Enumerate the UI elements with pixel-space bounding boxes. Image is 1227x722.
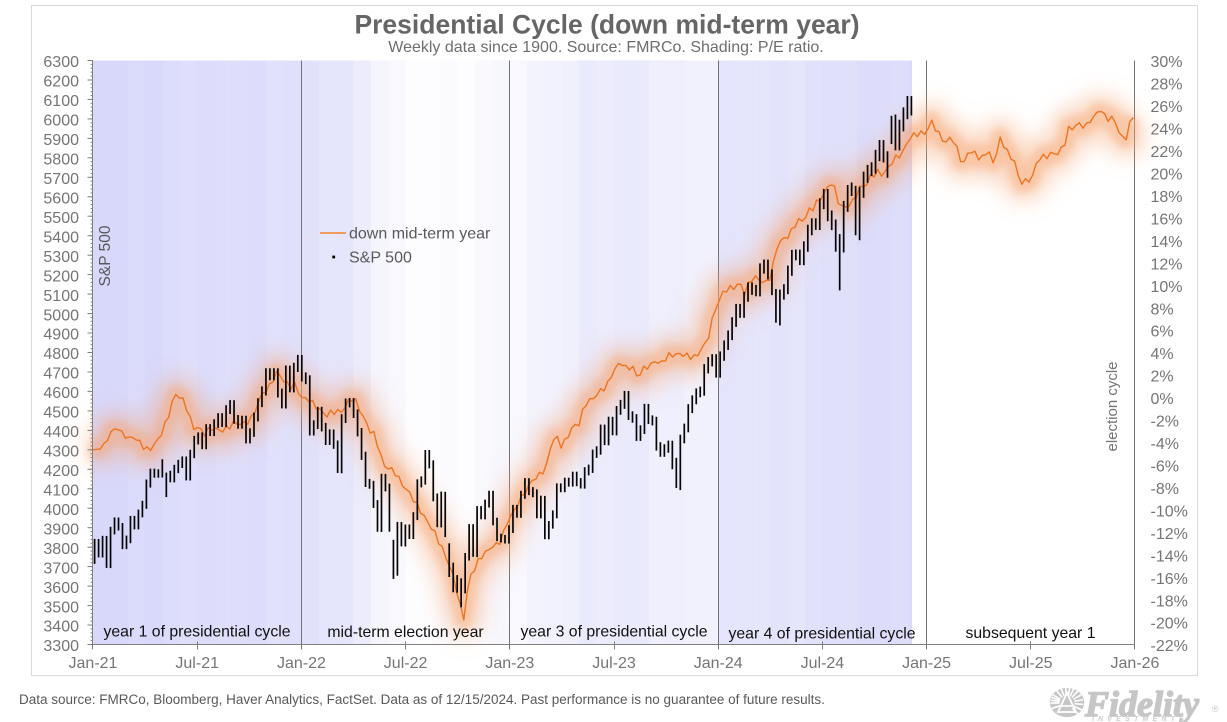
svg-text:30%: 30% [1151, 54, 1183, 71]
svg-text:5700: 5700 [43, 171, 79, 188]
svg-text:5500: 5500 [43, 210, 79, 227]
svg-text:5200: 5200 [43, 268, 79, 285]
svg-text:Jan-25: Jan-25 [902, 655, 951, 672]
svg-text:4100: 4100 [43, 483, 79, 500]
svg-text:3600: 3600 [43, 580, 79, 597]
svg-text:3300: 3300 [43, 638, 79, 655]
svg-text:5600: 5600 [43, 191, 79, 208]
svg-text:6%: 6% [1151, 324, 1174, 341]
svg-text:S&P 500: S&P 500 [349, 250, 412, 267]
svg-text:4500: 4500 [43, 405, 79, 422]
svg-text:24%: 24% [1151, 122, 1183, 139]
svg-text:-10%: -10% [1151, 503, 1188, 520]
svg-text:S&P 500: S&P 500 [97, 225, 114, 286]
svg-text:4300: 4300 [43, 444, 79, 461]
svg-text:Data source: FMRCo, Bloomberg,: Data source: FMRCo, Bloomberg, Haver Ana… [19, 692, 825, 707]
svg-text:-6%: -6% [1151, 459, 1179, 476]
svg-text:4%: 4% [1151, 346, 1174, 363]
svg-text:3400: 3400 [43, 619, 79, 636]
svg-text:6200: 6200 [43, 74, 79, 91]
svg-text:3700: 3700 [43, 560, 79, 577]
svg-text:®: ® [1212, 704, 1219, 714]
svg-text:Fidelity: Fidelity [1084, 684, 1200, 722]
svg-text:16%: 16% [1151, 211, 1183, 228]
svg-text:Weekly data since 1900. Source: Weekly data since 1900. Source: FMRCo. S… [388, 39, 823, 56]
svg-text:5000: 5000 [43, 307, 79, 324]
svg-text:8%: 8% [1151, 301, 1174, 318]
svg-text:2%: 2% [1151, 369, 1174, 386]
svg-text:year 4 of presidential cycle: year 4 of presidential cycle [728, 626, 915, 643]
svg-text:6000: 6000 [43, 113, 79, 130]
svg-text:4900: 4900 [43, 327, 79, 344]
svg-text:-12%: -12% [1151, 526, 1188, 543]
svg-text:26%: 26% [1151, 99, 1183, 116]
svg-text:4000: 4000 [43, 502, 79, 519]
svg-text:10%: 10% [1151, 279, 1183, 296]
svg-text:-4%: -4% [1151, 436, 1179, 453]
svg-text:4400: 4400 [43, 424, 79, 441]
svg-text:12%: 12% [1151, 256, 1183, 273]
svg-text:Jan-23: Jan-23 [485, 655, 534, 672]
svg-text:3500: 3500 [43, 599, 79, 616]
svg-text:INVESTMENTS: INVESTMENTS [1092, 716, 1188, 722]
svg-text:6300: 6300 [43, 54, 79, 71]
svg-text:0%: 0% [1151, 391, 1174, 408]
svg-text:-22%: -22% [1151, 638, 1188, 655]
svg-text:election cycle: election cycle [1104, 361, 1121, 451]
svg-text:Jul-22: Jul-22 [384, 655, 428, 672]
svg-text:down mid-term year: down mid-term year [349, 226, 491, 243]
svg-text:4600: 4600 [43, 385, 79, 402]
svg-text:Jan-24: Jan-24 [694, 655, 743, 672]
svg-text:6100: 6100 [43, 93, 79, 110]
svg-text:5800: 5800 [43, 152, 79, 169]
svg-text:-18%: -18% [1151, 593, 1188, 610]
svg-text:-16%: -16% [1151, 571, 1188, 588]
svg-text:Jan-26: Jan-26 [1111, 655, 1160, 672]
svg-text:Jan-22: Jan-22 [277, 655, 326, 672]
svg-text:3900: 3900 [43, 521, 79, 538]
svg-text:-20%: -20% [1151, 616, 1188, 633]
svg-text:Jul-25: Jul-25 [1009, 655, 1053, 672]
svg-text:4800: 4800 [43, 346, 79, 363]
svg-text:5900: 5900 [43, 132, 79, 149]
svg-text:5300: 5300 [43, 249, 79, 266]
svg-text:-2%: -2% [1151, 414, 1179, 431]
svg-text:14%: 14% [1151, 234, 1183, 251]
svg-text:Jul-21: Jul-21 [175, 655, 219, 672]
svg-text:year 3 of presidential cycle: year 3 of presidential cycle [520, 624, 707, 641]
svg-text:mid-term election year: mid-term election year [327, 624, 483, 641]
svg-text:year 1 of presidential cycle: year 1 of presidential cycle [103, 624, 290, 641]
svg-text:20%: 20% [1151, 167, 1183, 184]
svg-text:-8%: -8% [1151, 481, 1179, 498]
svg-text:28%: 28% [1151, 77, 1183, 94]
svg-text:5400: 5400 [43, 229, 79, 246]
svg-text:4200: 4200 [43, 463, 79, 480]
svg-text:subsequent year 1: subsequent year 1 [966, 625, 1096, 642]
svg-text:5100: 5100 [43, 288, 79, 305]
svg-text:Jul-24: Jul-24 [801, 655, 845, 672]
svg-text:22%: 22% [1151, 144, 1183, 161]
svg-text:18%: 18% [1151, 189, 1183, 206]
svg-text:Jan-21: Jan-21 [69, 655, 118, 672]
svg-text:Presidential Cycle (down mid-t: Presidential Cycle (down mid-term year) [354, 10, 859, 40]
svg-text:Jul-23: Jul-23 [592, 655, 636, 672]
svg-text:3800: 3800 [43, 541, 79, 558]
svg-text:-14%: -14% [1151, 548, 1188, 565]
svg-text:4700: 4700 [43, 366, 79, 383]
